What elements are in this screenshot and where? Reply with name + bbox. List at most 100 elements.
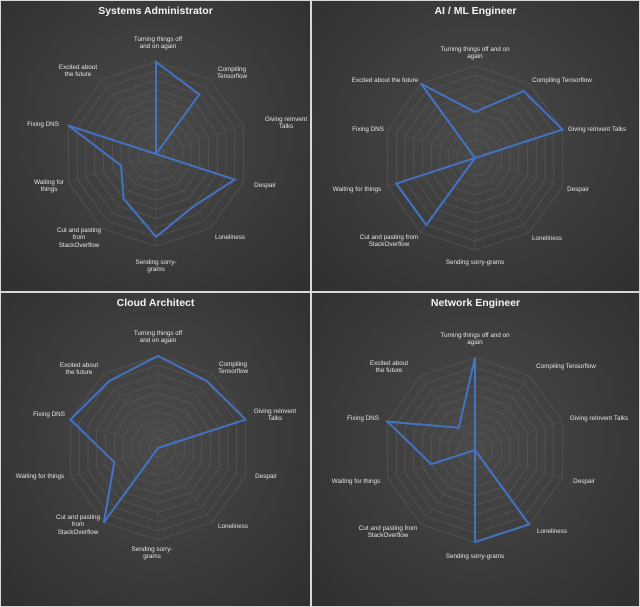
- axis-category-label: Turning things off and on again: [440, 45, 510, 61]
- axis-category-label: Waiting for things: [332, 186, 382, 193]
- axis-category-label: Cut and pasting from StackOverflow: [55, 513, 101, 536]
- radar-point: [233, 178, 236, 181]
- radar-spoke: [474, 375, 530, 451]
- axis-category-label: Giving reInvent Talks: [567, 126, 627, 133]
- radar-point: [122, 197, 125, 200]
- radar-point: [120, 164, 122, 167]
- axis-category-label: Compiling Tensorflow: [532, 77, 592, 84]
- radar-point: [157, 447, 159, 449]
- axis-category-label: Cut and pasting from StackOverflow: [359, 233, 419, 249]
- axis-category-label: Sending sorry-grams: [135, 258, 177, 274]
- radar-point: [522, 90, 525, 92]
- radar-point: [425, 224, 428, 226]
- chart-panel: Cloud Architect Turning things off and on…: [0, 292, 311, 607]
- radar-spoke: [474, 83, 530, 159]
- axis-category-label: Sending sorry-grams: [445, 553, 505, 560]
- radar-spoke: [420, 449, 476, 525]
- axis-category-label: Sending sorry-grams: [131, 545, 173, 561]
- axis-category-label: Excited about the future: [351, 77, 419, 84]
- axis-category-label: Fixing DNS: [33, 411, 65, 418]
- chart-panel: Network Engineer Turning things off and o…: [311, 292, 640, 607]
- axis-category-label: Cut and pasting from StackOverflow: [358, 524, 418, 540]
- chart-title: Systems Administrator: [98, 5, 213, 17]
- radar-point: [474, 449, 476, 451]
- axis-category-label: Sending sorry-grams: [445, 259, 505, 266]
- axis-category-label: Loneliness: [536, 528, 568, 535]
- chart-title: Network Engineer: [430, 297, 521, 309]
- axis-category-label: Cut and pasting from StackOverflow: [56, 226, 102, 249]
- radar-point: [420, 82, 422, 85]
- radar-point: [108, 380, 111, 382]
- radar-point: [155, 235, 157, 238]
- radar-chart: [69, 354, 248, 541]
- radar-point: [103, 521, 105, 524]
- axis-category-label: Waiting for things: [34, 178, 64, 194]
- axis-category-label: Fixing DNS: [347, 415, 379, 422]
- axis-category-label: Loneliness: [531, 235, 563, 242]
- radar-spoke: [474, 157, 530, 233]
- radar-spoke: [157, 373, 213, 449]
- axis-category-label: Compiling Tensorflow: [216, 65, 248, 81]
- axis-category-label: Fixing DNS: [27, 121, 59, 128]
- chart-title: AI / ML Engineer: [434, 5, 517, 17]
- radar-spoke: [155, 153, 211, 229]
- radar-spoke: [101, 153, 157, 229]
- axis-category-label: Giving reInvent Talks: [569, 415, 629, 422]
- radar-point: [69, 418, 72, 421]
- axis-category-label: Turning things off and on again: [440, 331, 510, 347]
- axis-category-label: Loneliness: [214, 234, 246, 241]
- axis-category-label: Waiting for things: [15, 473, 65, 480]
- radar-point: [474, 111, 476, 113]
- radar-spoke: [387, 129, 476, 159]
- axis-category-label: Compiling Tensorflow: [536, 363, 596, 370]
- radar-spoke: [474, 421, 563, 451]
- radar-spoke: [155, 125, 244, 155]
- axis-category-label: Waiting for things: [331, 478, 381, 485]
- radar-series-line: [384, 357, 531, 544]
- radar-point: [205, 380, 208, 382]
- axis-category-label: Giving reInvent Talks: [264, 115, 308, 131]
- radar-spoke: [420, 375, 476, 451]
- radar-point: [474, 157, 476, 159]
- radar-spoke: [474, 157, 563, 187]
- axis-category-label: Despair: [573, 478, 595, 485]
- axis-category-label: Loneliness: [217, 523, 249, 530]
- radar-point: [430, 463, 433, 466]
- chart-title: Cloud Architect: [116, 297, 195, 309]
- radar-chart: [384, 357, 563, 544]
- radar-point: [198, 93, 201, 96]
- radar-point: [113, 461, 116, 464]
- radar-point: [528, 523, 530, 526]
- radar-point: [155, 153, 157, 155]
- radar-point: [386, 420, 389, 423]
- radar-spoke: [157, 447, 213, 523]
- axis-category-label: Excited about the future: [369, 359, 409, 375]
- radar-point: [474, 541, 476, 543]
- axis-category-label: Giving reInvent Talks: [253, 407, 297, 423]
- axis-category-label: Turning things off and on again: [133, 35, 183, 51]
- chart-panel: AI / ML Engineer Turning things off and o…: [311, 0, 640, 292]
- axis-category-label: Fixing DNS: [352, 126, 384, 133]
- radar-spoke: [474, 449, 563, 479]
- radar-point: [155, 61, 157, 63]
- radar-point: [244, 418, 247, 421]
- chart-panel: Systems Administrator Turning things off …: [0, 0, 311, 292]
- radar-spoke: [157, 447, 246, 477]
- axis-category-label: Turning things off and on again: [133, 329, 183, 345]
- radar-spoke: [70, 419, 159, 449]
- radar-series-line: [67, 59, 238, 239]
- radar-point: [395, 182, 398, 185]
- radar-spoke: [103, 373, 159, 449]
- radar-point: [457, 426, 460, 429]
- radar-spoke: [387, 421, 476, 451]
- axis-category-label: Despair: [567, 186, 589, 193]
- radar-point: [157, 355, 159, 357]
- radar-chart: [387, 65, 565, 251]
- radar-point: [193, 205, 195, 208]
- radar-series-line: [394, 82, 565, 227]
- radar-point: [474, 357, 476, 359]
- axis-category-label: Despair: [255, 473, 277, 480]
- radar-point: [561, 128, 564, 131]
- axis-category-label: Excited about the future: [59, 361, 99, 377]
